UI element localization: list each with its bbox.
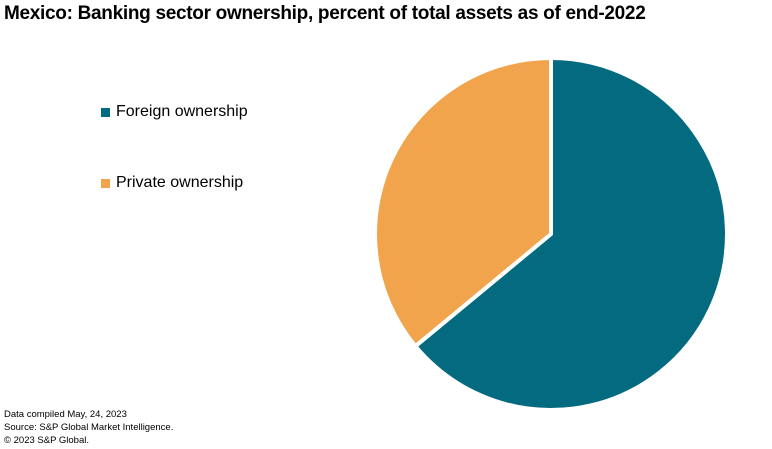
legend: Foreign ownership Private ownership [101, 103, 248, 192]
legend-item: Private ownership [101, 174, 248, 192]
pie-slices [373, 56, 729, 412]
legend-swatch-private-ownership [101, 178, 110, 188]
chart-title: Mexico: Banking sector ownership, percen… [4, 3, 646, 24]
footnote-data-compiled: Data compiled May, 24, 2023 [4, 409, 127, 420]
footer-notes: Data compiled May, 24, 2023 Source: S&P … [4, 408, 173, 447]
legend-label-private-ownership: Private ownership [116, 174, 244, 191]
legend-label-foreign-ownership: Foreign ownership [116, 103, 248, 120]
footnote-copyright: © 2023 S&P Global. [4, 435, 89, 446]
legend-item: Foreign ownership [101, 103, 248, 121]
legend-swatch-foreign-ownership [101, 107, 110, 117]
footnote-source: Source: S&P Global Market Intelligence. [4, 422, 174, 433]
pie-slice-foreign-ownership [413, 56, 729, 412]
pie-slice-private-ownership [373, 56, 553, 349]
